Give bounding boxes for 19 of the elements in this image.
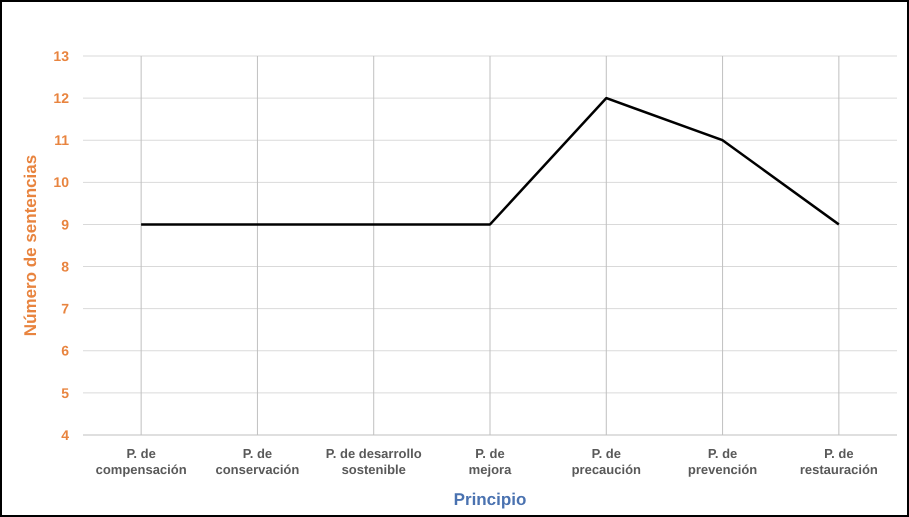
x-tick-label: P. de prevención	[688, 446, 758, 477]
y-tick-label: 13	[53, 48, 70, 64]
x-tick-label: P. de desarrollo sostenible	[326, 446, 422, 477]
y-tick-label: 11	[54, 132, 70, 148]
y-tick-label: 9	[61, 216, 70, 232]
x-tick-label: P. de compensación	[96, 446, 187, 477]
y-tick-label: 4	[61, 426, 70, 443]
y-axis-title: Número de sentencias	[21, 154, 40, 336]
x-tick-label: P. de restauración	[800, 446, 878, 477]
y-tick-label: 7	[61, 300, 70, 317]
y-tick-label: 6	[61, 342, 70, 359]
y-tick-label: 10	[53, 174, 70, 190]
y-tick-label: 12	[53, 90, 70, 106]
y-tick-label: 5	[61, 384, 70, 401]
x-tick-label: P. de mejora	[468, 446, 512, 477]
x-tick-label: P. de conservación	[216, 446, 300, 477]
x-tick-label: P. de precaución	[572, 446, 642, 477]
x-axis-title: Principio	[454, 490, 526, 509]
y-tick-label: 8	[61, 258, 70, 274]
